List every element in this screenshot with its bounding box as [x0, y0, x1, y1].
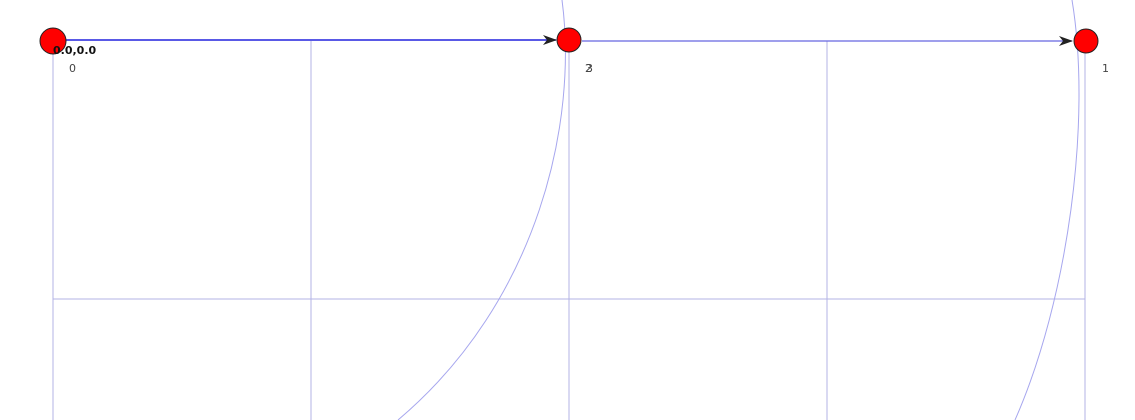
grid: [52, 41, 1086, 420]
arc-curve-right: [1014, 0, 1080, 420]
node-1[interactable]: [1073, 28, 1099, 54]
node-label-3: 3: [586, 62, 593, 75]
node-2[interactable]: [556, 27, 582, 53]
coordinate-readout: 0.0,0.0: [53, 44, 96, 57]
node-label-2: 2: [585, 62, 592, 75]
node-label-1: 1: [1102, 62, 1109, 75]
node-label-0: 0: [69, 62, 76, 75]
node-0[interactable]: [39, 27, 67, 55]
arc-curve-left: [397, 0, 566, 420]
